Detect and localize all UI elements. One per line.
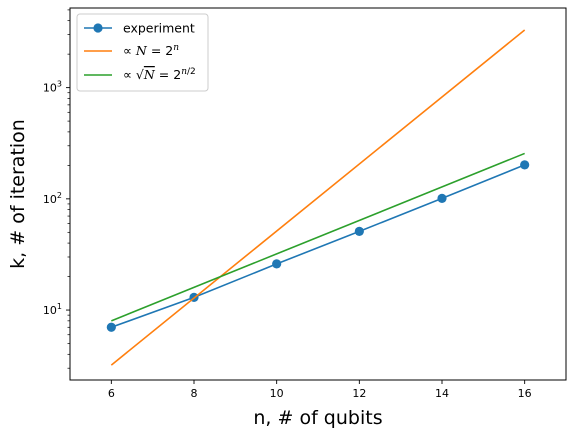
legend-frame (76, 13, 209, 92)
axes-frame (69, 7, 567, 381)
y-axis-label: k, # of iteration (7, 119, 29, 269)
series-0-point-3 (354, 226, 364, 236)
x-tick-label-0: 6 (108, 387, 115, 400)
y-tick-exponent-1: 2 (57, 191, 62, 200)
legend-label-1-N: N (135, 43, 148, 58)
series-0-point-2 (272, 259, 282, 269)
legend-label-2: ∝ √N = 2n/2 (123, 67, 196, 82)
x-tick-label-4: 14 (435, 387, 449, 400)
x-tick-label-5: 16 (518, 387, 532, 400)
legend-label-1-eq: = 2 (147, 43, 173, 58)
x-tick-label-2: 10 (270, 387, 284, 400)
legend: experiment∝ N = 2n∝ √N = 2n/2 (76, 13, 209, 92)
y-tick-exponent-2: 3 (57, 80, 62, 89)
y-tick-exponent-0: 1 (57, 302, 62, 311)
series-group (106, 29, 530, 366)
series-0-point-4 (437, 193, 447, 203)
x-tick-label-3: 12 (352, 387, 366, 400)
series-line-0 (111, 164, 525, 329)
series-0-point-5 (520, 160, 530, 170)
legend-label-0: experiment (123, 21, 195, 36)
legend-label-2-prop: ∝ √ (123, 67, 144, 82)
legend-label-2-exp-half: /2 (187, 67, 196, 77)
legend-label-2-exp-n: n (181, 67, 187, 77)
series-line-2 (111, 152, 525, 322)
series-line-1 (110, 29, 526, 366)
legend-label-2-N: N (143, 67, 156, 82)
legend-label-1: ∝ N = 2n (123, 43, 179, 58)
legend-label-2-eq: = 2 (155, 67, 181, 82)
series-0-point-0 (106, 322, 116, 332)
x-tick-label-1: 8 (191, 387, 198, 400)
x-axis-label: n, # of qubits (253, 407, 382, 429)
legend-label-1-exp: n (173, 43, 179, 53)
plot-area (106, 29, 530, 366)
legend-label-1-prop: ∝ (123, 43, 136, 58)
legend-marker-0 (93, 23, 103, 33)
